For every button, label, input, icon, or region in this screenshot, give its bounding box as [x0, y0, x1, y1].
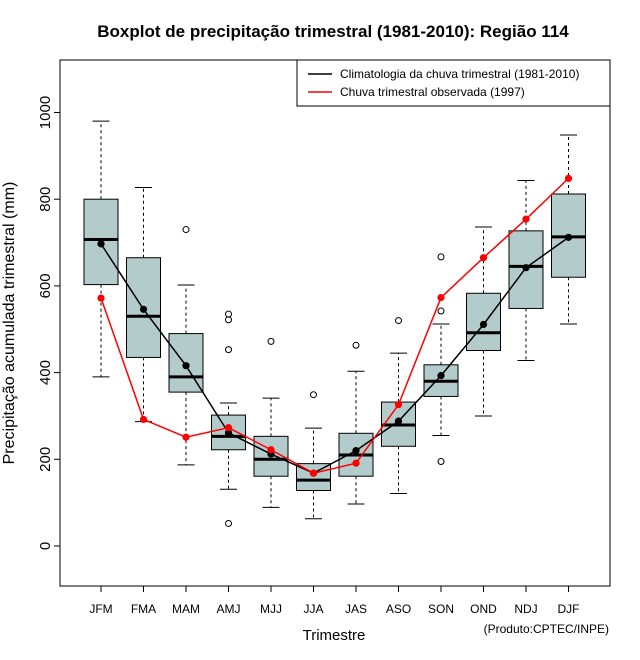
legend-label-observed: Chuva trimestral observada (1997) — [340, 85, 525, 99]
climatology-point-SON — [437, 372, 445, 380]
outlier-point — [225, 519, 232, 527]
climatology-point-ASO — [394, 417, 403, 425]
outlier-point — [267, 337, 275, 345]
observed-point-MJJ — [267, 446, 275, 454]
series-line-observed — [100, 177, 570, 474]
climatology-point-AMJ — [224, 429, 233, 437]
x-tick-label-NDJ: NDJ — [514, 602, 537, 616]
x-tick-label-FMA: FMA — [131, 602, 156, 616]
observed-point-JJA — [309, 469, 318, 477]
climatology-point-MAM — [182, 362, 190, 370]
x-tick-label-DJF: DJF — [558, 602, 580, 616]
climatology-point-JFM — [97, 240, 105, 248]
climatology-point-DJF — [564, 233, 573, 241]
outlier-point — [437, 307, 445, 315]
observed-point-SON — [437, 294, 445, 302]
observed-point-ASO — [394, 401, 403, 409]
legend: Climatologia da chuva trimestral (1981-2… — [296, 59, 611, 107]
outlier-point — [437, 253, 445, 261]
observed-point-AMJ — [224, 424, 233, 432]
outlier-point — [395, 317, 402, 325]
box-body — [508, 230, 544, 309]
outlier-point — [437, 457, 445, 465]
observed-point-JAS — [352, 459, 360, 467]
observed-point-NDJ — [522, 215, 530, 223]
box-JAS — [338, 341, 374, 505]
box-AMJ — [211, 310, 246, 527]
x-tick-label-JFM: JFM — [89, 602, 112, 616]
plot-area: 0 200 400 600 800 1000 JFM FMA MAM AMJ MJJ JJA JAS AS… — [37, 96, 586, 616]
climatology-point-FMA — [139, 305, 148, 313]
observed-point-DJF — [564, 174, 573, 182]
y-axis-label: Precipitação acumulada trimestral (mm) — [1, 182, 18, 465]
y-tick-label: 0 — [37, 542, 54, 550]
box-MAM — [168, 226, 204, 466]
outlier-point — [352, 341, 360, 349]
outlier-point — [225, 346, 232, 354]
y-tick-label: 1000 — [37, 96, 54, 129]
series-line-climatology — [100, 236, 569, 475]
x-tick-label-MAM: MAM — [172, 602, 200, 616]
x-axis-label: Trimestre — [303, 627, 366, 644]
observed-point-JFM — [97, 294, 105, 302]
x-tick-label-SON: SON — [428, 602, 454, 616]
y-tick-label: 400 — [37, 360, 54, 385]
outlier-point — [310, 391, 317, 399]
outlier-point — [225, 310, 232, 318]
observed-point-OND — [479, 254, 488, 262]
x-tick-label-MJJ: MJJ — [260, 602, 282, 616]
x-tick-label-AMJ: AMJ — [217, 602, 241, 616]
legend-label-climatology: Climatologia da chuva trimestral (1981-2… — [340, 67, 579, 81]
legend-box — [296, 59, 611, 107]
observed-point-MAM — [182, 433, 190, 441]
climatology-point-JAS — [352, 447, 360, 455]
y-tick-label: 800 — [37, 187, 54, 212]
chart-title: Boxplot de precipitação trimestral (1981… — [97, 22, 569, 41]
observed-point-FMA — [139, 415, 148, 424]
outlier-point — [225, 316, 232, 324]
y-tick-label: 200 — [37, 447, 54, 472]
climatology-point-NDJ — [522, 264, 530, 272]
box-JFM — [83, 120, 119, 378]
footer-credit: (Produto:CPTEC/INPE) — [484, 622, 609, 636]
x-tick-label-JJA: JJA — [303, 602, 323, 616]
x-tick-label-JAS: JAS — [345, 602, 367, 616]
outlier-point — [182, 226, 190, 234]
climatology-point-OND — [479, 320, 488, 329]
x-tick-label-ASO: ASO — [386, 602, 411, 616]
x-tick-label-OND: OND — [470, 602, 497, 616]
box-JJA — [296, 391, 331, 520]
box-SON — [423, 253, 459, 465]
y-tick-label: 600 — [37, 273, 54, 298]
box-DJF — [551, 134, 586, 325]
box-MJJ — [253, 337, 289, 508]
